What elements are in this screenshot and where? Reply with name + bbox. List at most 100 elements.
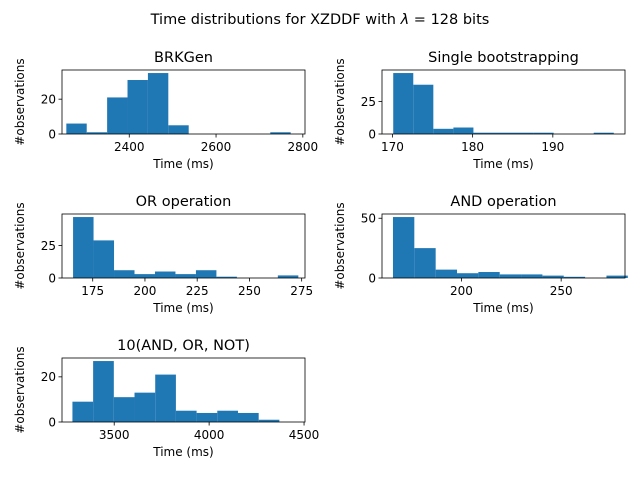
histogram-bar: [168, 125, 189, 134]
histogram-bar: [277, 275, 299, 278]
x-tick-label: 170: [381, 140, 404, 154]
histogram-bar: [113, 397, 135, 422]
histogram-bar: [593, 132, 614, 134]
x-axis-label: Time (ms): [152, 301, 214, 315]
x-tick-label: 275: [290, 284, 313, 298]
subplot-title: BRKGen: [154, 50, 213, 66]
x-axis-label: Time (ms): [472, 301, 534, 315]
y-axis-label: #observations: [13, 202, 27, 289]
histogram-bar: [147, 73, 169, 134]
histogram-bar: [414, 248, 436, 278]
histogram-bar: [154, 271, 176, 278]
subplot-1: 2400 2600 2800 0 20 BRKGen Time (ms) #observati…: [13, 50, 318, 171]
histogram-bar: [533, 132, 554, 134]
y-axis-label: #observations: [333, 202, 347, 289]
histogram-bar: [521, 274, 543, 278]
histogram-bar: [114, 270, 135, 278]
suptitle-lambda: λ: [400, 12, 410, 28]
subplot-title: AND operation: [450, 194, 556, 210]
histogram-bar: [217, 410, 238, 422]
histogram-bar: [93, 361, 114, 422]
x-tick-label: 200: [133, 284, 156, 298]
y-tick-label: 25: [41, 239, 56, 253]
histogram-bar: [134, 392, 156, 422]
histogram-bar: [66, 123, 87, 134]
histogram-bar: [195, 270, 217, 278]
axes-frame: [381, 213, 626, 279]
histogram-bar: [393, 73, 414, 134]
subplot-title: Single bootstrapping: [428, 50, 579, 66]
x-tick-label: 225: [186, 284, 209, 298]
subplot-5: 3500 4000 4500 0 20 10(AND, OR, NOT) Time (ms)…: [13, 338, 319, 459]
subplot-2: 170 180 190 0 25 Single bootstrapping Time (ms…: [333, 50, 626, 171]
histogram-bar: [72, 401, 94, 422]
subplot-3: 175 200 225 250 275 0 25 OR operation Time (ms) #…: [13, 194, 313, 315]
histogram-bar: [107, 97, 128, 134]
subplot-4: 200 250 0 50 AND operation Time (ms) #observat…: [333, 194, 628, 315]
x-tick-label: 180: [461, 140, 484, 154]
x-tick-label: 250: [550, 284, 573, 298]
y-tick-label: 25: [361, 95, 376, 109]
histogram-bar: [392, 217, 415, 278]
histogram-bar: [457, 273, 479, 278]
axes-frame: [61, 213, 306, 279]
y-tick-label: 0: [48, 415, 56, 429]
suptitle-prefix: Time distributions for XZDDF with: [150, 12, 401, 28]
histogram-bar: [134, 274, 155, 278]
histogram-bar: [93, 240, 115, 278]
histogram-bar: [493, 132, 514, 134]
histogram-bar: [433, 128, 454, 134]
x-tick-label: 2400: [114, 140, 145, 154]
histogram-bar: [435, 269, 458, 278]
subplot-title: OR operation: [136, 194, 232, 210]
histogram-bar: [237, 412, 259, 422]
y-tick-label: 50: [361, 212, 376, 226]
figure-suptitle: Time distributions for XZDDF with λ = 12…: [150, 12, 490, 28]
histogram-bar: [155, 374, 176, 422]
histogram-bar: [270, 132, 291, 134]
y-tick-label: 0: [48, 271, 56, 285]
histogram-bar: [606, 275, 628, 278]
x-tick-label: 175: [81, 284, 104, 298]
histogram-bar: [73, 217, 94, 278]
x-tick-label: 4500: [289, 428, 320, 442]
histogram-bar: [473, 132, 494, 134]
axes-frame: [381, 69, 626, 135]
x-tick-label: 2800: [288, 140, 319, 154]
y-tick-label: 20: [41, 370, 56, 384]
axes-frame: [61, 357, 306, 423]
y-tick-label: 0: [48, 127, 56, 141]
y-tick-label: 0: [368, 271, 376, 285]
histogram-bar: [413, 84, 434, 134]
histogram-bar: [86, 132, 108, 134]
histogram-bar: [175, 410, 197, 422]
histogram-bar: [127, 80, 148, 134]
y-axis-label: #observations: [333, 58, 347, 145]
x-tick-label: 4000: [194, 428, 225, 442]
subplot-title: 10(AND, OR, NOT): [117, 338, 250, 354]
histogram-bar: [542, 275, 564, 278]
histogram-bar: [175, 274, 196, 278]
x-tick-label: 200: [450, 284, 473, 298]
x-tick-label: 190: [541, 140, 564, 154]
histogram-bar: [563, 276, 586, 278]
x-axis-label: Time (ms): [152, 157, 214, 171]
x-axis-label: Time (ms): [152, 445, 214, 459]
y-tick-label: 20: [41, 92, 56, 106]
histogram-bar: [513, 132, 534, 134]
histogram-bar: [258, 419, 280, 422]
histogram-bar: [216, 276, 237, 278]
subplots-grid: 2400 2600 2800 0 20 BRKGen Time (ms) #observati…: [13, 50, 628, 459]
x-tick-label: 3500: [99, 428, 130, 442]
histogram-bar: [478, 272, 500, 278]
x-axis-label: Time (ms): [472, 157, 534, 171]
x-tick-label: 250: [238, 284, 261, 298]
suptitle-suffix: = 128 bits: [409, 12, 489, 28]
y-axis-label: #observations: [13, 58, 27, 145]
y-axis-label: #observations: [13, 346, 27, 433]
x-tick-label: 2600: [201, 140, 232, 154]
histogram-bar: [499, 274, 522, 278]
histogram-bar: [196, 412, 218, 422]
histogram-bar: [453, 127, 474, 134]
